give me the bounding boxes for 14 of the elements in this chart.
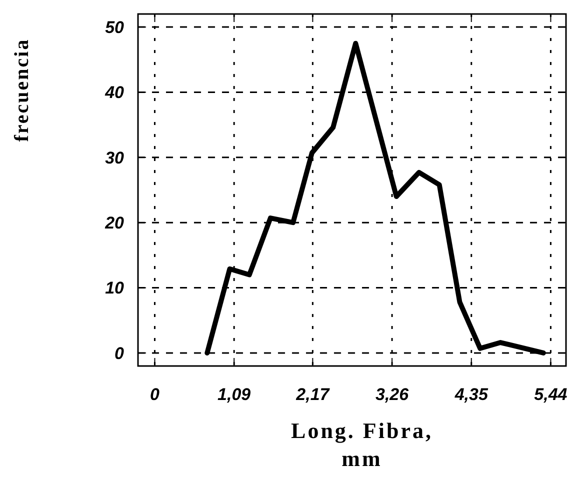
x-tick-label: 5,44 (534, 385, 568, 404)
x-tick-label: 3,26 (375, 385, 410, 404)
x-tick-label: 0 (150, 385, 160, 404)
x-tick-label: 4,35 (454, 385, 488, 404)
y-tick-label: 20 (104, 214, 125, 233)
x-axis-title: Long. Fibra, mm (291, 418, 433, 471)
y-tick-label: 0 (114, 344, 125, 363)
y-tick-label: 50 (105, 18, 125, 37)
y-tick-label: 30 (105, 148, 125, 168)
y-tick-label: 10 (105, 278, 125, 298)
x-tick-label: 1,09 (218, 385, 252, 404)
y-tick-label: 40 (104, 83, 125, 102)
x-tick-label: 2,17 (295, 385, 331, 404)
y-axis-title: frecuencia (11, 38, 33, 142)
